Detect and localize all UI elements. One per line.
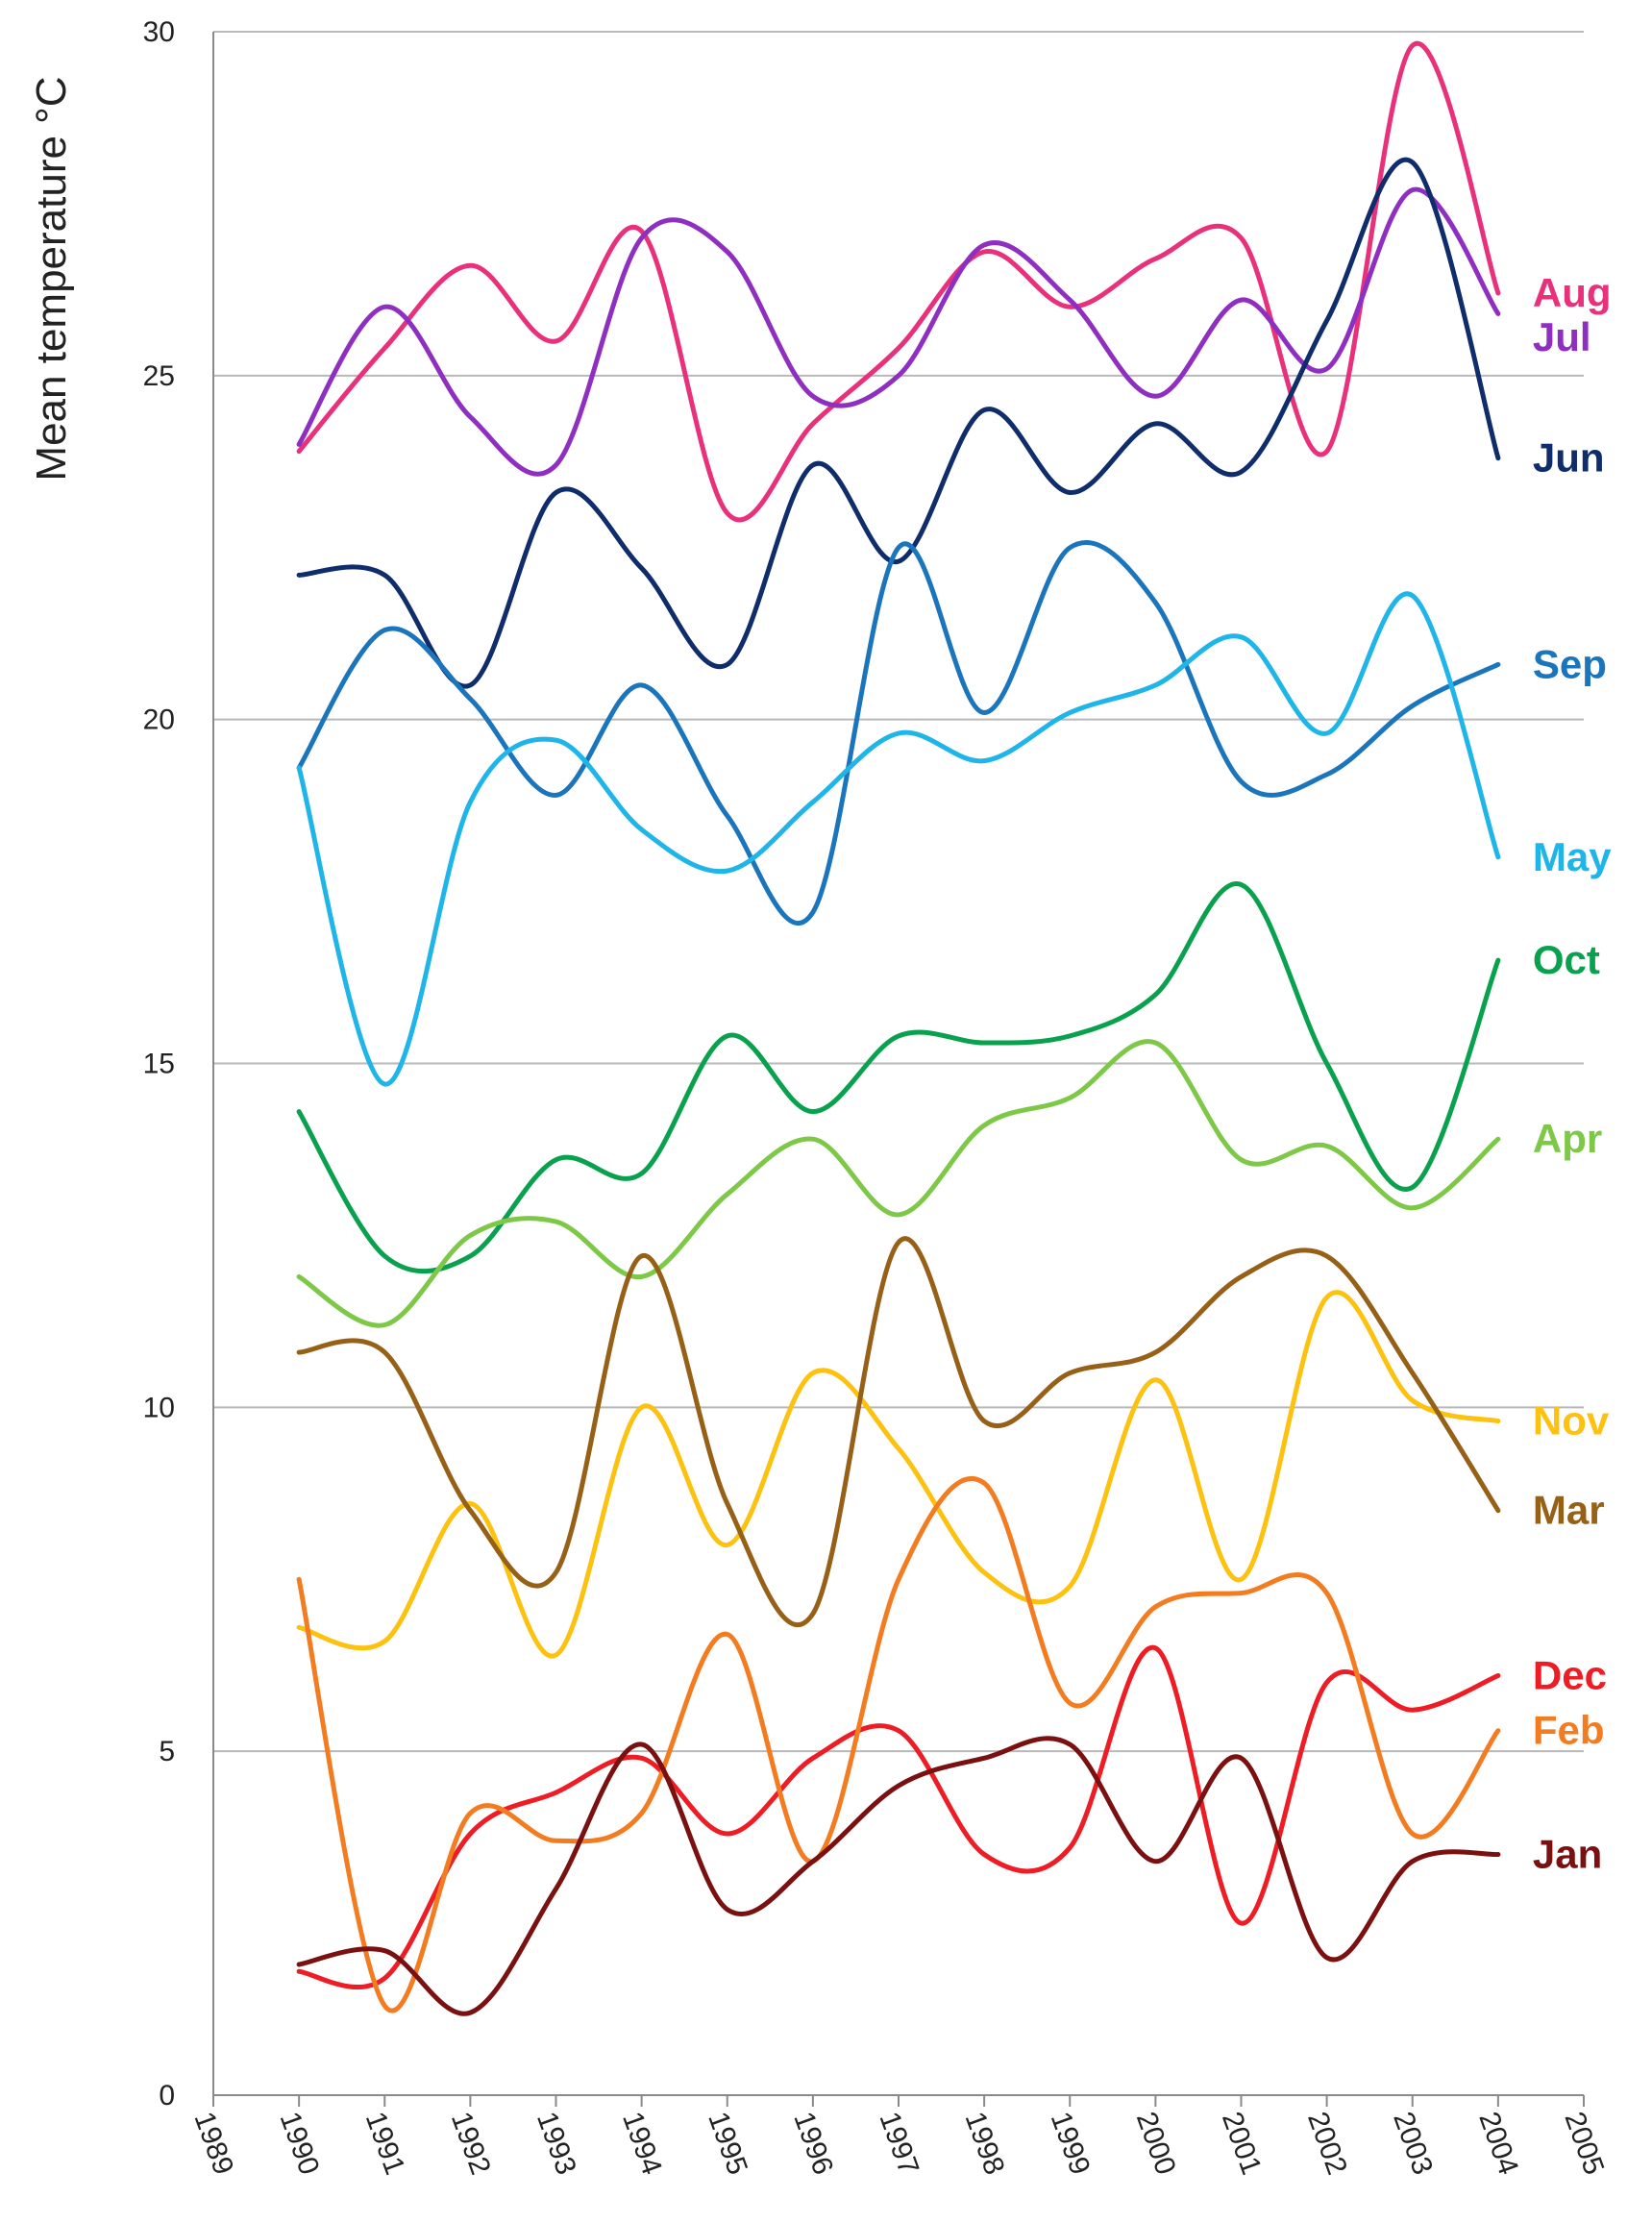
series-label-apr: Apr xyxy=(1533,1116,1602,1161)
y-tick-label: 10 xyxy=(143,1392,175,1423)
y-axis-title: Mean temperature °C xyxy=(28,76,75,481)
series-line-feb xyxy=(296,1475,1501,2013)
x-tick-label: 1998 xyxy=(959,2108,1011,2179)
series-line-aug xyxy=(296,40,1501,523)
series-label-sep: Sep xyxy=(1533,641,1607,686)
x-tick-label: 1999 xyxy=(1045,2108,1097,2179)
series-label-feb: Feb xyxy=(1533,1708,1605,1753)
y-tick-label: 15 xyxy=(143,1049,175,1080)
y-tick-label: 5 xyxy=(159,1736,175,1767)
x-tick-label: 1997 xyxy=(873,2108,925,2179)
x-tick-label: 1990 xyxy=(274,2108,326,2179)
series-line-jun xyxy=(296,157,1501,689)
x-tick-label: 1993 xyxy=(530,2108,582,2179)
series-layer xyxy=(296,40,1501,2016)
x-tick-label: 2002 xyxy=(1301,2108,1353,2179)
series-label-jun: Jun xyxy=(1533,435,1605,481)
x-tick-label: 1989 xyxy=(187,2108,239,2179)
series-line-dec xyxy=(296,1644,1501,1990)
series-line-mar xyxy=(296,1236,1501,1628)
series-line-nov xyxy=(296,1290,1501,1659)
series-label-mar: Mar xyxy=(1533,1488,1605,1533)
x-tick-label: 1994 xyxy=(616,2108,668,2179)
series-label-oct: Oct xyxy=(1533,937,1600,982)
x-tick-label: 1991 xyxy=(359,2108,411,2179)
y-tick-label: 25 xyxy=(143,360,175,392)
x-tick-label: 1995 xyxy=(702,2108,753,2179)
x-tick-label: 2003 xyxy=(1387,2108,1439,2179)
x-tick-label: 1992 xyxy=(445,2108,497,2179)
series-label-jan: Jan xyxy=(1533,1832,1602,1877)
y-tick-label: 0 xyxy=(159,2080,175,2112)
x-tick-label: 1996 xyxy=(787,2108,839,2179)
series-label-aug: Aug xyxy=(1533,270,1612,315)
y-tick-label: 20 xyxy=(143,704,175,736)
series-label-dec: Dec xyxy=(1533,1652,1607,1697)
series-line-sep xyxy=(296,540,1501,926)
series-line-apr xyxy=(296,1039,1501,1328)
series-line-jul xyxy=(296,186,1501,477)
y-tick-label: 30 xyxy=(143,16,175,48)
series-label-may: May xyxy=(1533,834,1612,879)
x-tick-label: 2005 xyxy=(1558,2108,1610,2179)
series-label-nov: Nov xyxy=(1533,1398,1610,1444)
series-line-may xyxy=(296,591,1501,1087)
axis-layer: 0 5 10 15 20 25 30 1989 1990 1991 1992 1993 1994 1995… xyxy=(143,16,1611,2179)
grid-layer xyxy=(213,31,1584,1753)
x-tick-label: 2001 xyxy=(1216,2108,1268,2179)
x-tick-label: 2004 xyxy=(1472,2108,1524,2179)
series-line-jan xyxy=(296,1736,1501,2016)
x-tick-label: 2000 xyxy=(1130,2108,1182,2179)
series-label-jul: Jul xyxy=(1533,314,1591,359)
